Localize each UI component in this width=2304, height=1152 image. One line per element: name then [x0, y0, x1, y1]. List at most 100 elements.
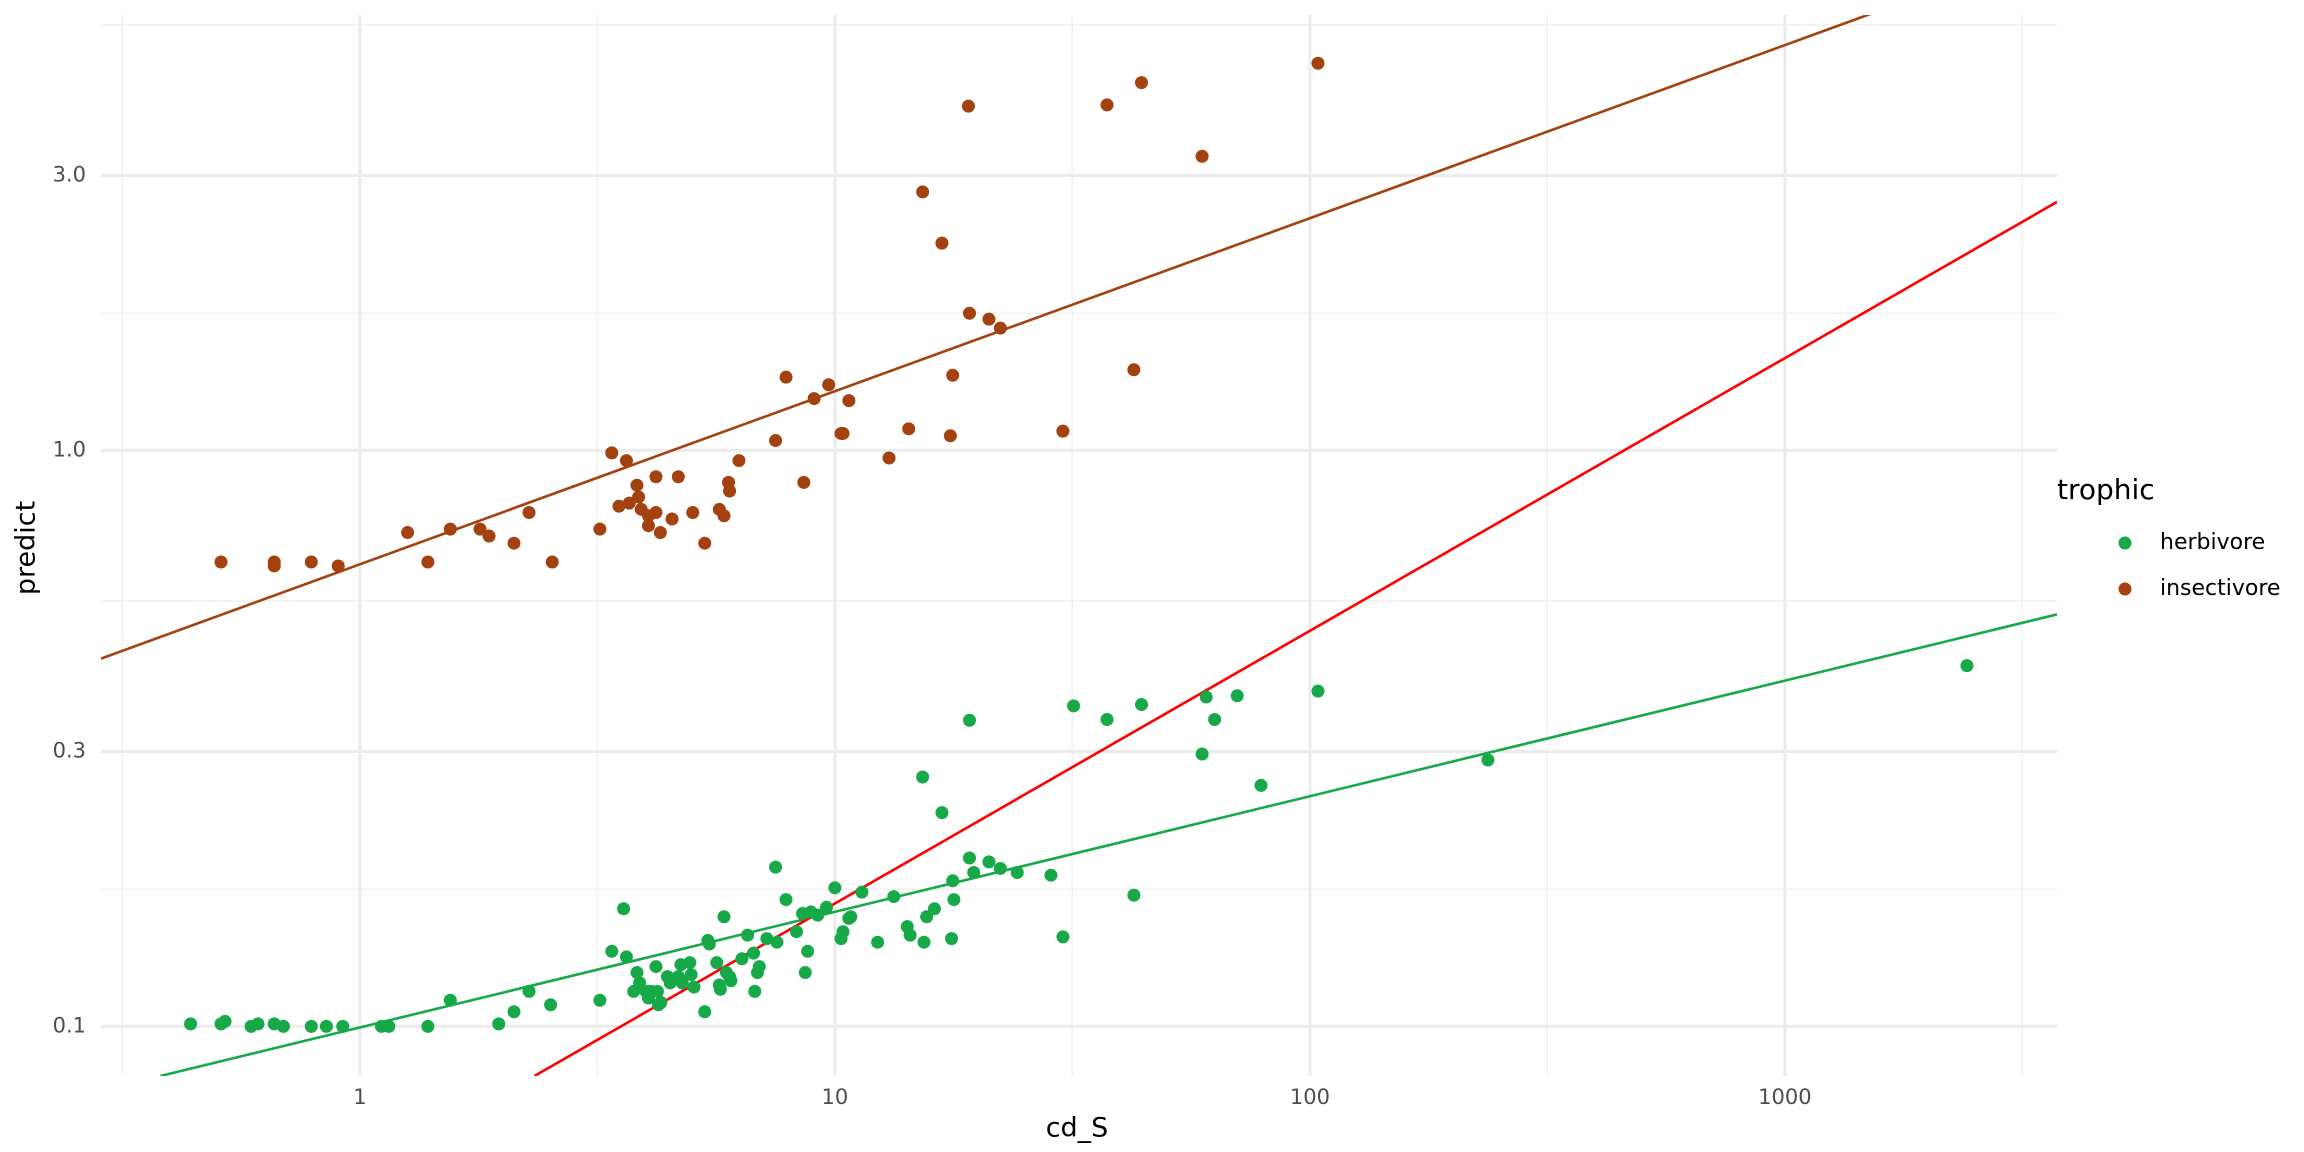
point [630, 966, 644, 980]
point [947, 893, 961, 907]
point [304, 1019, 318, 1033]
point [982, 312, 996, 326]
point [882, 451, 896, 465]
point [382, 1019, 396, 1033]
x-tick-label: 100 [1290, 1085, 1330, 1109]
point [828, 881, 842, 895]
point [820, 900, 834, 914]
point [319, 1019, 333, 1033]
fit-line [533, 200, 2057, 1076]
point [632, 490, 646, 504]
point [1134, 698, 1148, 712]
point [593, 522, 607, 536]
point [653, 526, 667, 540]
point [605, 944, 619, 958]
point [698, 536, 712, 550]
point [798, 966, 812, 980]
point [522, 984, 536, 998]
point [797, 475, 811, 489]
point [1195, 747, 1209, 761]
point [779, 893, 793, 907]
point [630, 478, 644, 492]
point [684, 968, 698, 982]
point [507, 536, 521, 550]
point [1195, 149, 1209, 163]
point [593, 993, 607, 1007]
point [218, 1014, 232, 1028]
point [741, 928, 755, 942]
point [769, 434, 783, 448]
point [935, 236, 949, 250]
point [732, 454, 746, 468]
point [710, 956, 724, 970]
point [789, 925, 803, 939]
point [1044, 868, 1058, 882]
point [251, 1017, 265, 1031]
point [1067, 699, 1081, 713]
point [916, 185, 930, 199]
point [665, 512, 679, 526]
point [927, 902, 941, 916]
point [1056, 424, 1070, 438]
point [617, 902, 631, 916]
point [522, 506, 536, 520]
point [1481, 753, 1495, 767]
x-tick-label: 1 [353, 1085, 366, 1109]
point [920, 910, 934, 924]
point [748, 984, 762, 998]
point [507, 1005, 521, 1019]
point [903, 928, 917, 942]
point [713, 982, 727, 996]
point [842, 394, 856, 408]
y-tick-label: 0.1 [53, 1013, 86, 1037]
point [724, 974, 738, 988]
point [836, 426, 850, 440]
point [770, 935, 784, 949]
point [735, 952, 749, 966]
legend-key [2118, 582, 2132, 596]
point [421, 555, 435, 569]
point [811, 908, 825, 922]
legend-label: herbivore [2160, 530, 2265, 555]
point [401, 526, 415, 540]
point [1010, 865, 1024, 879]
point [649, 470, 663, 484]
point [946, 874, 960, 888]
point [717, 910, 731, 924]
point [267, 559, 281, 573]
point [916, 770, 930, 784]
point [492, 1017, 506, 1031]
point [649, 960, 663, 974]
point [943, 429, 957, 443]
point [214, 555, 228, 569]
y-tick-label: 0.3 [53, 739, 86, 763]
point [902, 422, 916, 436]
point [717, 509, 731, 523]
point [760, 932, 774, 946]
point [752, 960, 766, 974]
legend-label: insectivore [2160, 576, 2280, 601]
point [304, 555, 318, 569]
point [993, 861, 1007, 875]
point [807, 392, 821, 406]
point [1311, 56, 1325, 70]
point [702, 937, 716, 951]
point [1100, 712, 1114, 726]
point [544, 998, 558, 1012]
point [962, 713, 976, 727]
point [935, 806, 949, 820]
point [622, 496, 636, 510]
fit-line [160, 613, 2057, 1076]
point [1199, 690, 1213, 704]
point [184, 1017, 198, 1031]
point [336, 1019, 350, 1033]
point [1100, 98, 1114, 112]
point [836, 925, 850, 939]
point [801, 944, 815, 958]
point [871, 935, 885, 949]
point [855, 885, 869, 899]
point [482, 529, 496, 543]
point [619, 950, 633, 964]
point [619, 454, 633, 468]
point [698, 1005, 712, 1019]
